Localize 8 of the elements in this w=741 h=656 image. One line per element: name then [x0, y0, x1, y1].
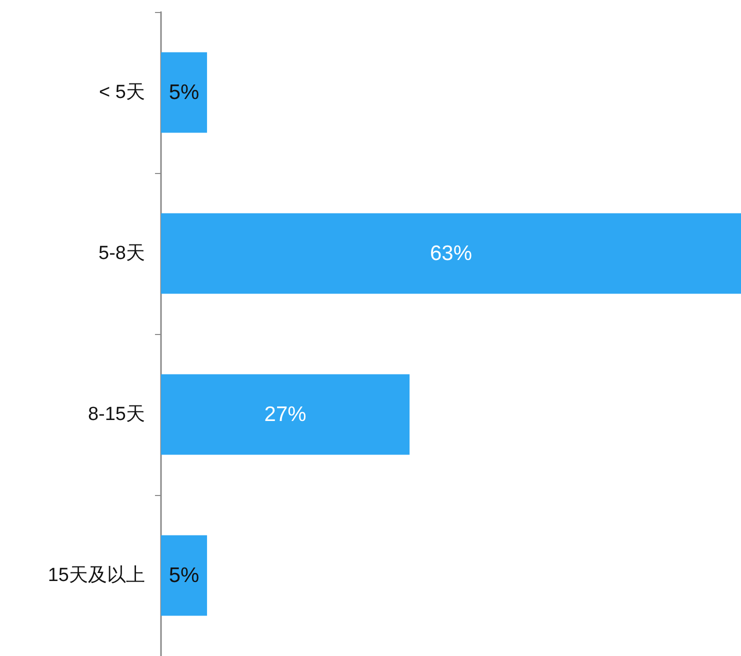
data-label: 63% [430, 242, 472, 265]
y-tick-label: < 5天 [99, 82, 145, 103]
data-label: 5% [168, 81, 200, 104]
data-label: 5% [168, 564, 200, 587]
data-label: 27% [264, 403, 306, 426]
y-tick-label: 15天及以上 [48, 565, 145, 586]
y-tick-label: 8-15天 [88, 404, 145, 425]
y-tick-label: 5-8天 [98, 243, 145, 264]
